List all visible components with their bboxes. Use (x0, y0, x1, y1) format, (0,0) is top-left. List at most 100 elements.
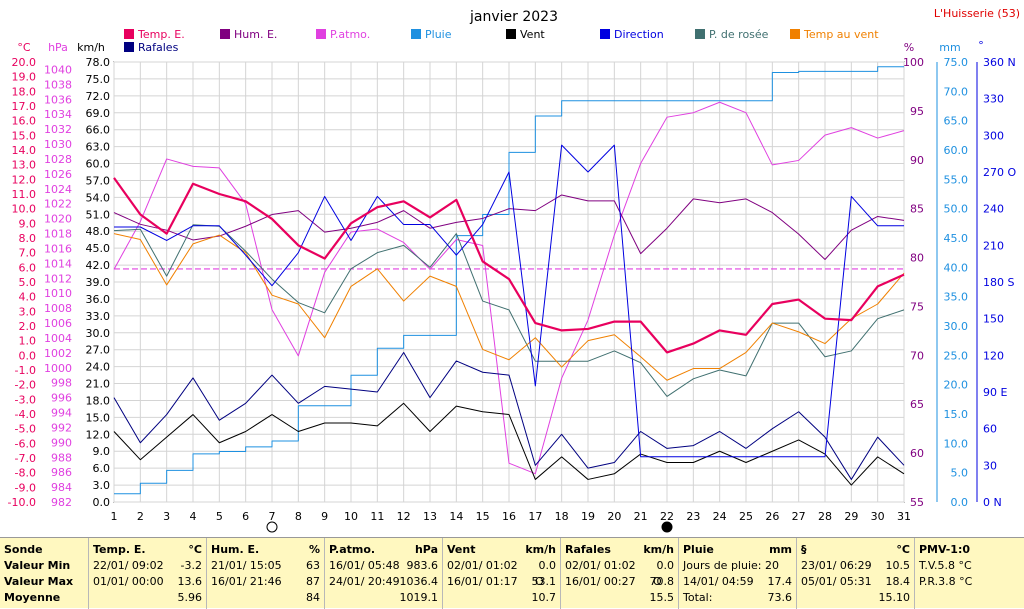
hum-tick-label: 80 (910, 252, 924, 265)
rain-tick-label: 20.0 (944, 379, 969, 392)
temp-max-date: 01/01/ 00:00 (93, 575, 164, 588)
dir-tick-label: 210 (983, 239, 1004, 252)
hum-tick-label: 65 (910, 398, 924, 411)
press-tick-label: 1038 (44, 78, 72, 91)
press-tick-label: 988 (51, 451, 72, 464)
press-tick-label: 1000 (44, 362, 72, 375)
temp-tick-label: 6.0 (19, 261, 37, 274)
pmv-stat-title: PMV-1:0 (919, 543, 970, 556)
press-tick-label: 1004 (44, 332, 72, 345)
temp-tick-label: -5.0 (15, 423, 36, 436)
series-line (114, 66, 904, 495)
press-tick-label: 990 (51, 436, 72, 449)
hum-tick-label: 100 (903, 56, 924, 69)
temp-tick-label: -1.0 (15, 364, 36, 377)
wind-tick-label: 45.0 (86, 242, 111, 255)
dir-tick-label: 30 (983, 459, 997, 472)
x-tick-label: 6 (242, 510, 249, 523)
x-tick-label: 21 (634, 510, 648, 523)
weather-chart: janvier 2023 L'Huisserie (53) Temp. E. Hu… (8, 7, 1020, 533)
press-min-value: 983.6 (406, 559, 439, 572)
wind-tick-label: 6.0 (93, 462, 111, 475)
temp-stat-title: Temp. E. (93, 543, 146, 556)
rain-tick-label: 25.0 (944, 349, 969, 362)
wind-tick-label: 54.0 (86, 191, 111, 204)
rain-tick-label: 30.0 (944, 320, 969, 333)
x-tick-label: 18 (555, 510, 569, 523)
press-max-date: 24/01/ 20:49 (329, 575, 400, 588)
press-tick-label: 1018 (44, 228, 72, 241)
series-line (113, 194, 905, 261)
rain-unit-label: mm (939, 41, 960, 54)
hum-unit-label: % (904, 41, 914, 54)
rafales-avg-value: 15.5 (649, 591, 675, 604)
press-tick-label: 1032 (44, 123, 72, 136)
temp-tick-label: 7.0 (19, 247, 37, 260)
rain-tick-label: 70.0 (944, 85, 969, 98)
wind-tick-label: 36.0 (86, 293, 111, 306)
stats-rafales: Rafales km/h 02/01/ 01:02 0.0 16/01/ 00:27… (560, 538, 678, 609)
legend-label: Temp au vent (803, 28, 879, 41)
x-tick-label: 4 (190, 510, 197, 523)
wind-unit-label: km/h (77, 41, 105, 54)
temp-tick-label: 12.0 (12, 173, 37, 186)
temp-tick-label: 4.0 (19, 291, 37, 304)
sect-max-value: 18.4 (885, 575, 911, 588)
hum-tick-label: 85 (910, 203, 924, 216)
press-tick-label: 1024 (44, 183, 72, 196)
vent-min-date: 02/01/ 01:02 (447, 559, 518, 572)
pluie-max-date: 14/01/ 04:59 (683, 575, 754, 588)
x-tick-label: 11 (370, 510, 384, 523)
press-tick-label: 992 (51, 421, 72, 434)
temp-tick-label: -6.0 (15, 437, 36, 450)
pmv-tv: T.V.5.8 °C (919, 559, 972, 572)
series-line (114, 144, 904, 458)
temp-avg-value: 5.96 (177, 591, 203, 604)
temp-tick-label: 20.0 (12, 56, 37, 69)
x-tick-label: 25 (739, 510, 753, 523)
dir-tick-label: 300 (983, 129, 1004, 142)
press-tick-label: 1006 (44, 317, 72, 330)
series-line (113, 101, 905, 475)
press-tick-label: 998 (51, 377, 72, 390)
temp-min-date: 22/01/ 09:02 (93, 559, 164, 572)
vent-stat-title: Vent (447, 543, 476, 556)
temp-tick-label: -4.0 (15, 408, 36, 421)
temp-tick-label: 8.0 (19, 232, 37, 245)
rain-tick-label: 40.0 (944, 261, 969, 274)
wind-tick-label: 15.0 (86, 411, 111, 424)
x-tick-label: 16 (502, 510, 516, 523)
x-tick-label: 9 (321, 510, 328, 523)
rain-tick-label: 60.0 (944, 144, 969, 157)
rafales-stat-title: Rafales (565, 543, 611, 556)
temp-tick-label: 11.0 (12, 188, 37, 201)
temp-tick-label: 19.0 (12, 71, 37, 84)
legend-label: Rafales (138, 41, 179, 54)
temp-tick-label: 18.0 (12, 85, 37, 98)
press-stat-unit: hPa (414, 543, 438, 556)
temp-tick-label: -7.0 (15, 452, 36, 465)
legend-label: Hum. E. (234, 28, 277, 41)
sect-stat-unit: °C (896, 543, 910, 556)
hum-avg-value: 84 (306, 591, 320, 604)
legend-swatch (316, 29, 326, 39)
temp-tick-label: 14.0 (12, 144, 37, 157)
wind-tick-label: 66.0 (86, 124, 111, 137)
x-tick-label: 3 (163, 510, 170, 523)
stats-hum: Hum. E.% 21/01/ 15:05 63 16/01/ 21:46 87 8… (206, 538, 324, 609)
legend-swatch (695, 29, 705, 39)
temp-tick-label: 15.0 (12, 129, 37, 142)
dir-tick-label: 180 S (983, 276, 1014, 289)
pluie-stat-title: Pluie (683, 543, 714, 556)
hum-stat-title: Hum. E. (211, 543, 260, 556)
pluie-total-label: Total: (683, 591, 713, 604)
press-tick-label: 1002 (44, 347, 72, 360)
temp-tick-label: 13.0 (12, 159, 37, 172)
temp-tick-label: 5.0 (19, 276, 37, 289)
wind-tick-label: 63.0 (86, 141, 111, 154)
wind-tick-label: 0.0 (93, 496, 111, 509)
temp-tick-label: -9.0 (15, 481, 36, 494)
rafales-max-direction: O (653, 575, 662, 588)
hum-tick-label: 90 (910, 154, 924, 167)
press-tick-label: 1008 (44, 302, 72, 315)
